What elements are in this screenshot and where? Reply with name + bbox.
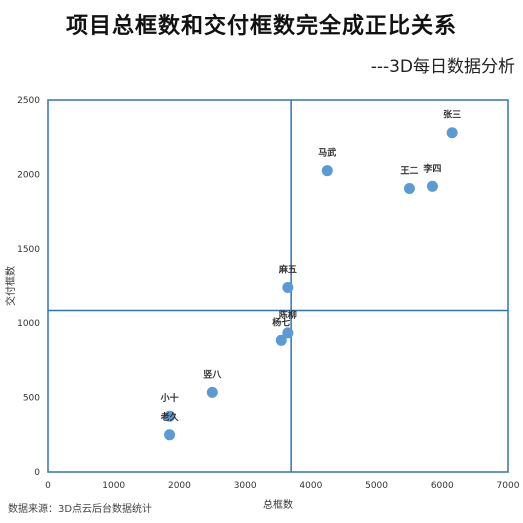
x-tick-label: 6000 [431, 481, 454, 491]
axes-layer: 0 1000 2000 3000 4000 5000 6000 7000 0 500 1000 150… [4, 96, 520, 511]
data-point [164, 429, 176, 441]
y-tick-label: 0 [34, 468, 40, 478]
data-point [164, 410, 176, 422]
data-point-label: 麻五 [278, 263, 297, 275]
y-tick-label: 2500 [17, 96, 40, 106]
x-axis-title: 总框数 [263, 498, 293, 511]
x-tick-label: 0 [45, 481, 51, 491]
chart-title: 项目总框数和交付框数完全成正比关系 [65, 14, 457, 39]
data-point-label: 老久 [160, 411, 180, 423]
x-tick-label: 7000 [497, 481, 520, 491]
data-source-note: 数据来源：3D点云后台数据统计 [8, 504, 153, 515]
data-point [426, 180, 438, 192]
data-point-label: 杨七 [272, 316, 290, 328]
data-point [206, 386, 218, 398]
x-tick-label: 2000 [168, 481, 191, 491]
data-point-label: 竖八 [203, 368, 222, 380]
data-point-label: 陈柳 [279, 309, 297, 321]
x-tick-label: 4000 [299, 481, 322, 491]
chart-subtitle: ---3D每日数据分析 [370, 57, 515, 77]
data-point [446, 127, 458, 139]
data-point-label: 小十 [160, 392, 179, 404]
x-tick-label: 1000 [102, 481, 125, 491]
data-point [282, 281, 294, 293]
y-tick-label: 2000 [17, 170, 40, 180]
data-point [403, 183, 415, 195]
y-tick-label: 500 [23, 394, 40, 404]
data-point-label: 张三 [443, 109, 461, 121]
data-point-label: 李四 [422, 162, 441, 174]
data-point-label: 马武 [318, 147, 336, 159]
x-tick-label: 3000 [234, 481, 257, 491]
plot-frame [47, 99, 509, 473]
data-point [321, 165, 333, 177]
y-tick-label: 1500 [17, 245, 40, 255]
data-point-label: 王二 [400, 166, 418, 177]
y-axis-title: 交付框数 [4, 266, 17, 306]
x-tick-label: 5000 [365, 481, 388, 491]
y-tick-label: 1000 [17, 319, 40, 329]
data-point [282, 327, 294, 339]
data-point [275, 334, 287, 346]
